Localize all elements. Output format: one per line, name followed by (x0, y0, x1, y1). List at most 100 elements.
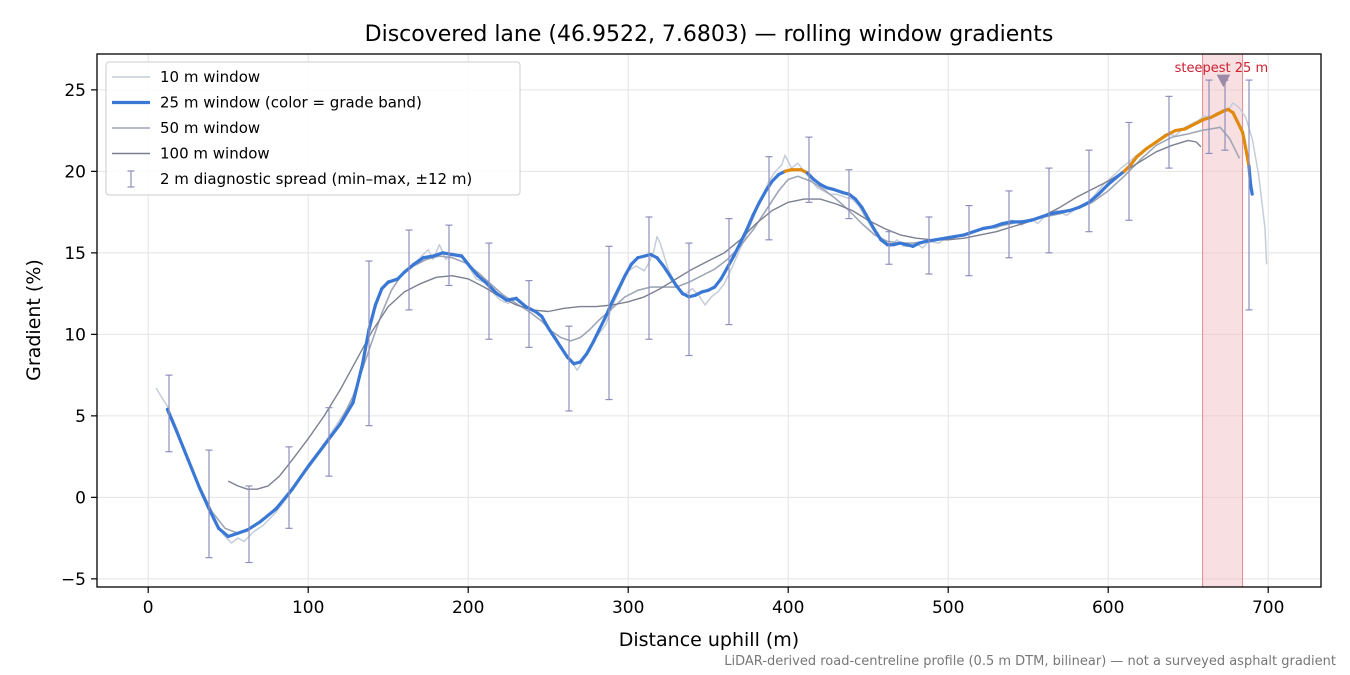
series-25m-segment (1154, 133, 1168, 144)
series-25m-segment (1048, 210, 1062, 216)
x-tick-label: 200 (452, 598, 484, 618)
series-25m-segment (924, 238, 938, 244)
y-tick-label: 10 (64, 325, 86, 345)
series-25m-segment (559, 345, 570, 359)
series-100m-legend-label: 100 m window (160, 145, 270, 163)
series-25m-segment (991, 221, 1005, 229)
series-25m-segment (290, 464, 310, 491)
series-25m-segment (367, 303, 377, 332)
series-25m-segment (505, 296, 518, 302)
series-25m-segment (831, 187, 845, 195)
series-25m-segment (524, 305, 538, 314)
series-25m-segment (514, 296, 528, 309)
series-25m-segment (719, 265, 730, 281)
x-tick-label: 0 (143, 598, 154, 618)
series-25m-segment (1000, 220, 1014, 226)
series-25m-segment (872, 228, 883, 242)
series-10m-legend-label: 10 m window (160, 68, 260, 86)
x-tick-label: 700 (1252, 598, 1284, 618)
errorbar-legend-label: 2 m diagnostic spread (min–max, ±12 m) (160, 170, 472, 188)
series-25m-segment (1240, 130, 1248, 151)
series-25m-segment (981, 225, 995, 231)
series-25m-segment (1173, 127, 1187, 133)
series-25m-segment (236, 528, 249, 535)
series-25m-segment (616, 274, 627, 291)
series-25m-segment (1096, 182, 1110, 196)
plot-area: steepest 25 m (97, 53, 1321, 588)
series-25m-segment (217, 526, 230, 539)
series-25m-segment (351, 362, 365, 405)
series-25m-segment (584, 340, 595, 356)
y-tick-label: 20 (64, 162, 86, 182)
series-25m-segment (952, 233, 966, 239)
legend-frame (105, 61, 521, 196)
series-25m-segment (1087, 192, 1101, 204)
series-25m-segment (1144, 140, 1158, 151)
series-25m-segment (757, 189, 768, 204)
series-25m-segment (860, 205, 870, 221)
y-axis-ticks: −5 0 5 10 15 20 25 (61, 81, 97, 590)
x-axis-ticks: 0 100 200 300 400 500 600 700 (143, 587, 1284, 618)
y-tick-label: 15 (64, 244, 86, 264)
y-axis-label: Gradient (%) (23, 259, 45, 381)
series-25m-segment (1058, 208, 1072, 214)
x-tick-label: 300 (612, 598, 644, 618)
series-25m-legend-label: 25 m window (color = grade band) (160, 94, 422, 112)
series-25m-segment (1020, 218, 1034, 224)
series-25m-segment (546, 326, 557, 340)
series-25m-segment (207, 507, 221, 530)
series-25m-segment (1164, 129, 1178, 138)
y-tick-label: 0 (75, 488, 86, 508)
series-25m-segment (610, 287, 621, 304)
series-50m-legend-label: 50 m window (160, 119, 260, 137)
series-25m-segment (361, 327, 371, 366)
series-25m-segment (431, 251, 445, 258)
series-25m-segment (1135, 146, 1149, 159)
series-25m-segment (1106, 174, 1120, 186)
series-25m-segment (175, 430, 190, 462)
series-25m-segment (668, 274, 678, 288)
series-25m-segment (476, 274, 489, 286)
footnote: LiDAR-derived road-centreline profile (0… (724, 654, 1336, 669)
series-layer (155, 102, 1268, 544)
series-25m-segment (623, 262, 634, 278)
series-25m-segment (412, 256, 425, 266)
legend: 10 m window 25 m window (color = grade ba… (105, 61, 521, 196)
series-25m-segment (386, 277, 400, 284)
series-25m-segment (306, 443, 326, 468)
x-tick-label: 500 (932, 598, 964, 618)
series-25m-segment (744, 213, 755, 232)
plot-frame (96, 53, 1322, 588)
series-25m-segment (1236, 120, 1245, 134)
series-25m-segment (655, 256, 666, 268)
series-25m-segment (1068, 205, 1082, 213)
series-25m-segment (972, 226, 986, 234)
series-25m-segment (943, 234, 957, 240)
series-25m-segment (1231, 111, 1240, 125)
series-25m-segment (466, 262, 480, 278)
steepest-marker (1216, 74, 1231, 88)
series-25m-segment (712, 277, 723, 289)
series-25m-segment (1128, 155, 1139, 167)
errorbar-layer (165, 79, 1253, 564)
series-25m-segment (853, 197, 864, 209)
series-25m-segment (322, 422, 342, 447)
series-25m-segment (450, 252, 464, 258)
series-25m-segment (186, 458, 201, 490)
steepest-label: steepest 25 m (1175, 61, 1268, 76)
series-25m-segment (661, 264, 672, 278)
x-tick-label: 600 (1092, 598, 1124, 618)
series-25m-segment (751, 200, 762, 217)
series-25m-segment (460, 254, 470, 266)
y-tick-label: 5 (75, 407, 86, 427)
x-tick-label: 400 (772, 598, 804, 618)
series-25m-segment (373, 287, 384, 307)
series-25m-segment (1077, 200, 1091, 209)
series-25m-segment (591, 327, 602, 345)
marker-layer: steepest 25 m (1175, 61, 1268, 88)
series-25m-segment (738, 228, 749, 245)
y-tick-label: −5 (61, 570, 86, 590)
series-25m-segment (578, 352, 589, 364)
series-25m-segment (197, 485, 211, 511)
series-25m-segment (866, 217, 877, 232)
